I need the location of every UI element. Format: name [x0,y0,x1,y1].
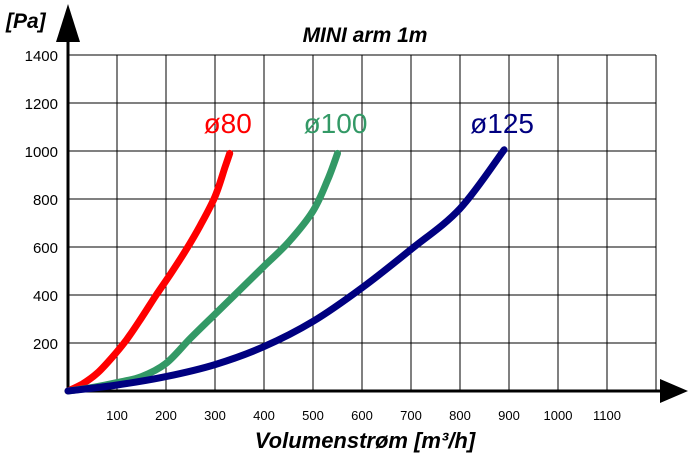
x-tick-label: 200 [155,408,177,423]
series-label: ø100 [304,108,368,139]
y-axis-label: [Pa] [5,10,47,33]
x-tick-label: 100 [106,408,128,423]
x-axis-label: Volumenstrøm [m³/h] [255,428,476,453]
axes [56,4,688,403]
series-label: ø125 [470,108,534,139]
x-axis-arrow [660,379,688,403]
series-line [64,149,341,395]
x-tick-label: 300 [204,408,226,423]
y-tick-label: 800 [33,192,58,209]
y-tick-label: 1400 [25,48,58,65]
x-tick-label: 1000 [544,408,573,423]
x-tick-label: 1100 [593,408,621,423]
y-axis-arrow [56,4,80,42]
y-tick-label: 400 [33,288,58,305]
y-tick-label: 200 [33,336,58,353]
x-tick-label: 700 [400,408,422,423]
series-label: ø80 [204,108,252,139]
chart-title: MINI arm 1m [303,24,428,47]
series-labels: ø80 ø100 ø125 [204,108,534,139]
series-line [64,149,234,395]
x-tick-label: 400 [253,408,275,423]
y-tick-label: 1200 [25,96,58,113]
x-tick-label: 500 [302,408,324,423]
grid [68,54,657,391]
y-tick-label: 600 [33,240,58,257]
x-tick-label: 900 [498,408,520,423]
series-lines [64,146,508,395]
y-tick-label: 1000 [25,144,58,161]
y-tick-labels: 200 400 600 800 1000 1200 1400 [25,48,58,353]
x-tick-label: 600 [351,408,373,423]
x-tick-label: 800 [449,408,471,423]
x-tick-labels: 100 200 300 400 500 600 700 800 900 1000 1100 [106,408,621,423]
series-line [64,146,508,395]
